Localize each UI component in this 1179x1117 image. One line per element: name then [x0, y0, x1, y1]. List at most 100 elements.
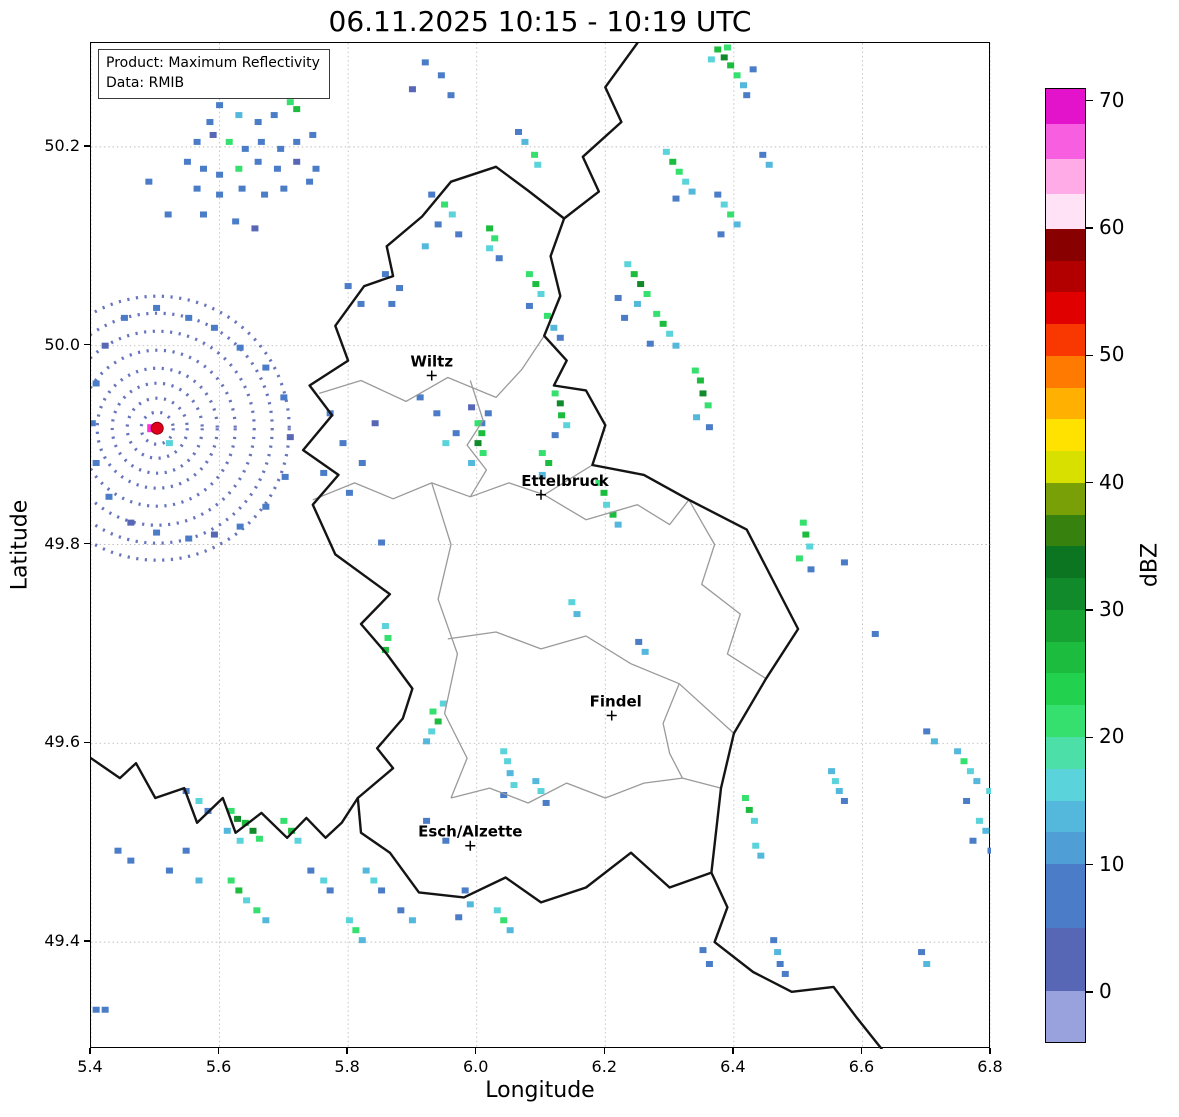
y-tick-mark — [84, 343, 90, 346]
echo-pixel — [781, 970, 789, 977]
y-tick-mark — [84, 145, 90, 147]
echo-pixel — [563, 422, 571, 429]
echo-pixel — [691, 367, 699, 374]
echo-pixel — [428, 728, 436, 735]
district-border — [319, 335, 545, 403]
echo-pixel — [185, 535, 193, 542]
x-tick-label: 5.6 — [205, 1057, 232, 1076]
colorbar-tick-mark — [1086, 354, 1093, 357]
echo-pixel — [428, 191, 436, 198]
district-border — [688, 499, 767, 680]
y-tick-mark — [84, 741, 90, 743]
echo-pixel — [633, 300, 641, 307]
echo-pixel — [388, 300, 396, 307]
echo-pixel — [320, 469, 328, 476]
echo-pixel — [345, 917, 353, 924]
colorbar-segment — [1046, 292, 1085, 325]
echo-pixel — [543, 312, 551, 319]
echo-pixel — [153, 529, 161, 536]
echo-pixel — [371, 420, 379, 427]
echo-pixel — [91, 420, 96, 427]
echo-pixel — [603, 501, 611, 508]
colorbar-segment — [1046, 260, 1085, 293]
echo-pixel — [960, 758, 968, 765]
echo-pixel — [227, 877, 235, 884]
echo-pixel — [165, 867, 173, 874]
x-tick-mark — [89, 1048, 91, 1054]
echo-pixel — [466, 901, 474, 908]
echo-pixel — [273, 165, 281, 172]
city-marker — [606, 710, 617, 721]
x-tick-mark — [217, 1048, 220, 1054]
echo-pixel — [416, 394, 424, 401]
clutter-ring — [91, 311, 274, 545]
echo-pixel — [101, 342, 109, 349]
echo-pixel — [127, 857, 135, 864]
echo-pixel — [840, 797, 848, 804]
echo-pixel — [227, 807, 235, 814]
echo-pixel — [662, 148, 670, 155]
echo-pixel — [759, 151, 767, 158]
echo-pixel — [437, 72, 445, 79]
echo-pixel — [646, 340, 654, 347]
district-border — [450, 777, 722, 804]
colorbar-tick-mark — [1086, 100, 1093, 102]
city-label: Findel — [590, 692, 642, 710]
echo-pixel — [105, 493, 113, 500]
clutter-ring — [91, 329, 256, 527]
echo-pixel — [261, 191, 269, 198]
echo-pixel — [254, 119, 262, 126]
echo-pixel — [408, 86, 416, 93]
echo-pixel — [312, 165, 320, 172]
echo-pixel — [378, 887, 386, 894]
colorbar-segment — [1046, 991, 1085, 1042]
echo-pixel — [774, 949, 782, 956]
echo-pixel — [185, 314, 193, 321]
echo-pixel — [733, 221, 741, 228]
echo-pixel — [92, 459, 100, 466]
x-tick-label: 5.4 — [77, 1057, 103, 1076]
city-marker — [426, 370, 437, 381]
echo-pixel — [358, 937, 366, 944]
echo-pixel — [216, 102, 224, 109]
echo-pixel — [609, 511, 617, 518]
echo-pixel — [714, 46, 722, 53]
colorbar-segment — [1046, 158, 1085, 194]
echo-pixel — [733, 72, 741, 79]
echo-pixel — [740, 82, 747, 89]
echo-pixel — [573, 611, 581, 618]
echo-pixel — [923, 961, 931, 968]
colorbar-axis-label: dBZ — [1137, 542, 1163, 588]
echo-pixel — [439, 700, 447, 707]
echo-pixel — [500, 792, 508, 799]
echo-pixel — [408, 917, 416, 924]
x-tick-label: 6.4 — [720, 1057, 746, 1076]
echo-pixel — [806, 543, 814, 550]
echo-pixel — [320, 877, 328, 884]
echo-pixel — [182, 847, 190, 854]
echo-pixel — [669, 158, 677, 165]
echo-pixel — [682, 178, 690, 185]
echo-pixel — [293, 158, 301, 165]
echo-pixel — [280, 817, 288, 824]
echo-pixel — [441, 201, 449, 208]
echo-pixel — [743, 92, 751, 99]
echo-pixel — [281, 473, 289, 480]
echo-pixel — [262, 364, 270, 371]
echo-pixel — [630, 271, 638, 278]
clutter-ring — [125, 396, 189, 460]
colorbar — [1045, 88, 1086, 1043]
x-tick-mark — [732, 1048, 734, 1054]
echo-pixel — [542, 799, 550, 806]
echo-pixel — [987, 847, 991, 854]
echo-pixel — [234, 815, 242, 822]
echo-pixel — [714, 191, 722, 198]
echo-pixel — [370, 877, 378, 884]
echo-pixel — [693, 414, 701, 421]
colorbar-tick-mark — [1086, 482, 1093, 484]
y-tick-label: 50.2 — [44, 135, 80, 155]
colorbar-gradient — [1046, 89, 1085, 1042]
echo-pixel — [253, 907, 261, 914]
echo-pixel — [114, 847, 122, 854]
echo-pixel — [556, 334, 564, 341]
